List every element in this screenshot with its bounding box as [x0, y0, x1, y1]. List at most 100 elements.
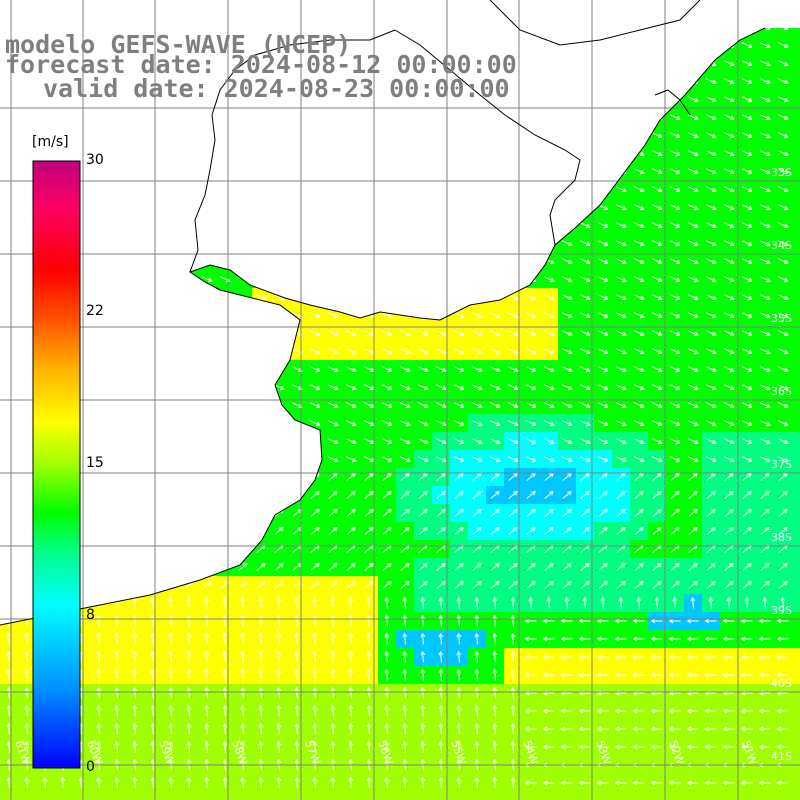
wind-arrow: [21, 312, 33, 319]
speed-cell: [684, 36, 702, 54]
speed-cell: [576, 108, 594, 126]
speed-cell: [144, 108, 162, 126]
wind-arrow: [21, 402, 33, 409]
speed-cell: [180, 198, 198, 216]
speed-cell: [180, 540, 198, 558]
wind-arrow: [94, 580, 104, 589]
speed-cell: [180, 558, 198, 576]
speed-cell: [792, 360, 800, 378]
wind-arrow: [3, 168, 15, 175]
speed-cell: [252, 414, 270, 432]
speed-cell: [540, 90, 558, 108]
wind-arrow: [3, 312, 15, 319]
wind-arrow: [237, 366, 249, 373]
wind-arrow: [21, 132, 33, 139]
speed-cell: [144, 162, 162, 180]
speed-cell: [792, 522, 800, 540]
wind-arrow: [93, 240, 105, 247]
wind-arrow: [345, 204, 357, 211]
wind-arrow: [75, 114, 87, 121]
speed-cell: [234, 396, 252, 414]
speed-cell: [180, 0, 198, 18]
wind-arrow: [363, 276, 375, 283]
speed-cell: [108, 252, 126, 270]
wind-arrow: [39, 114, 51, 121]
speed-cell: [558, 72, 576, 90]
wind-arrow: [4, 508, 14, 517]
speed-cell: [126, 288, 144, 306]
wind-arrow: [4, 7, 14, 12]
wind-arrow: [184, 544, 194, 553]
speed-cell: [270, 414, 288, 432]
speed-cell: [36, 108, 54, 126]
wind-arrow: [201, 366, 213, 373]
wind-arrow: [327, 132, 339, 139]
wind-arrow: [705, 28, 717, 31]
speed-cell: [576, 0, 594, 18]
speed-cell: [396, 126, 414, 144]
wind-arrow: [129, 294, 141, 301]
speed-cell: [792, 594, 800, 612]
speed-cell: [792, 468, 800, 486]
speed-cell: [450, 162, 468, 180]
speed-cell: [108, 792, 126, 800]
speed-cell: [180, 306, 198, 324]
wind-arrow: [273, 222, 285, 229]
speed-cell: [126, 180, 144, 198]
speed-cell: [558, 54, 576, 72]
wind-arrow: [76, 7, 86, 12]
wind-arrow: [3, 240, 15, 247]
wind-arrow: [238, 508, 248, 517]
speed-cell: [0, 252, 18, 270]
speed-cell: [414, 162, 432, 180]
speed-cell: [648, 72, 666, 90]
speed-cell: [270, 270, 288, 288]
wind-arrow: [148, 526, 158, 535]
speed-cell: [324, 144, 342, 162]
wind-arrow: [183, 240, 195, 247]
speed-cell: [126, 216, 144, 234]
wind-arrow: [381, 222, 393, 229]
speed-cell: [288, 144, 306, 162]
wind-arrow: [489, 168, 501, 175]
wind-arrow: [3, 78, 15, 85]
wind-arrow: [21, 28, 33, 31]
wind-arrow: [561, 168, 573, 175]
speed-cell: [198, 306, 216, 324]
speed-cell: [126, 432, 144, 450]
speed-cell: [558, 216, 576, 234]
wind-arrow: [129, 132, 141, 139]
wind-arrow: [543, 78, 555, 85]
wind-arrow: [381, 204, 393, 211]
wind-arrow: [148, 7, 158, 12]
speed-cell: [162, 576, 180, 594]
speed-cell: [342, 144, 360, 162]
speed-cell: [144, 180, 162, 198]
wind-arrow: [201, 438, 213, 445]
speed-cell: [126, 198, 144, 216]
wind-arrow: [21, 420, 33, 427]
wind-arrow: [129, 420, 141, 427]
wind-arrow: [255, 28, 267, 31]
wind-arrow: [327, 240, 339, 247]
speed-cell: [756, 792, 774, 800]
speed-cell: [342, 126, 360, 144]
wind-arrow: [184, 562, 194, 571]
wind-arrow: [147, 348, 159, 355]
speed-cell: [126, 0, 144, 18]
wind-arrow: [435, 168, 447, 175]
wind-arrow: [183, 186, 195, 193]
wind-arrow: [507, 168, 519, 175]
wind-arrow: [93, 384, 105, 391]
wind-arrow: [147, 330, 159, 337]
speed-cell: [270, 0, 288, 18]
speed-cell: [180, 414, 198, 432]
wind-arrow: [274, 472, 284, 481]
speed-cell: [396, 144, 414, 162]
wind-arrow: [273, 240, 285, 247]
wind-arrow: [21, 78, 33, 85]
speed-cell: [288, 162, 306, 180]
speed-cell: [468, 162, 486, 180]
speed-cell: [162, 216, 180, 234]
speed-cell: [162, 108, 180, 126]
